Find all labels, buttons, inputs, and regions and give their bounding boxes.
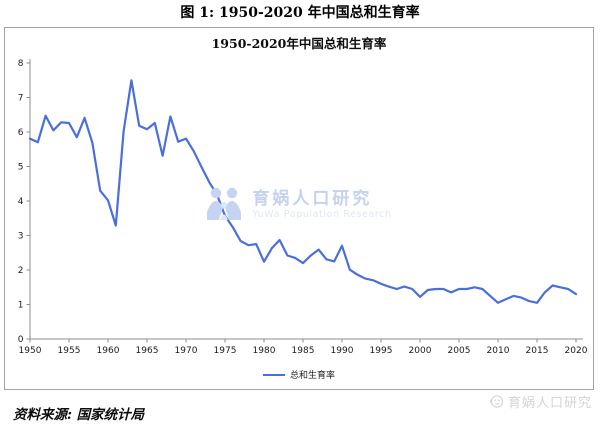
- figure-title: 图 1: 1950-2020 年中国总和生育率: [180, 5, 420, 21]
- source-note: 资料来源: 国家统计局: [13, 407, 145, 423]
- legend: 总和生育率: [5, 368, 593, 381]
- svg-text:1: 1: [18, 301, 24, 311]
- watermark-bottom-right: 育娲人口研究: [489, 392, 592, 411]
- svg-text:2020: 2020: [565, 346, 588, 356]
- svg-text:1970: 1970: [175, 346, 198, 356]
- svg-text:6: 6: [18, 128, 24, 138]
- svg-text:0: 0: [18, 335, 24, 345]
- yuwa-face-icon: [489, 395, 504, 408]
- fertility-line-chart: 0 1 2 3 4 5 6 7 8 1950 1955 1960 1965 1970 1975 1980 198…: [18, 59, 588, 356]
- svg-text:8: 8: [18, 59, 24, 69]
- svg-text:1965: 1965: [136, 346, 159, 356]
- chart-panel: 0 1 2 3 4 5 6 7 8 1950 1955 1960 1965 1970 1975 1980 198…: [4, 27, 594, 390]
- svg-text:1985: 1985: [292, 346, 315, 356]
- svg-text:5: 5: [18, 163, 24, 173]
- svg-text:7: 7: [18, 94, 24, 104]
- svg-text:1975: 1975: [214, 346, 237, 356]
- svg-text:4: 4: [18, 197, 24, 207]
- svg-text:1960: 1960: [97, 346, 120, 356]
- legend-line-marker: [262, 373, 285, 376]
- svg-text:1980: 1980: [253, 346, 276, 356]
- svg-text:2000: 2000: [409, 346, 432, 356]
- svg-text:1995: 1995: [370, 346, 393, 356]
- svg-text:3: 3: [18, 232, 24, 242]
- svg-text:1990: 1990: [331, 346, 354, 356]
- svg-text:2: 2: [18, 266, 24, 276]
- chart-title: 1950-2020年中国总和生育率: [211, 36, 387, 51]
- svg-text:1955: 1955: [58, 346, 81, 356]
- svg-text:2015: 2015: [526, 346, 549, 356]
- svg-text:1950: 1950: [19, 346, 42, 356]
- watermark-br-text: 育娲人口研究: [507, 396, 592, 411]
- svg-text:2010: 2010: [487, 346, 510, 356]
- svg-text:2005: 2005: [448, 346, 471, 356]
- legend-label: 总和生育率: [289, 371, 335, 381]
